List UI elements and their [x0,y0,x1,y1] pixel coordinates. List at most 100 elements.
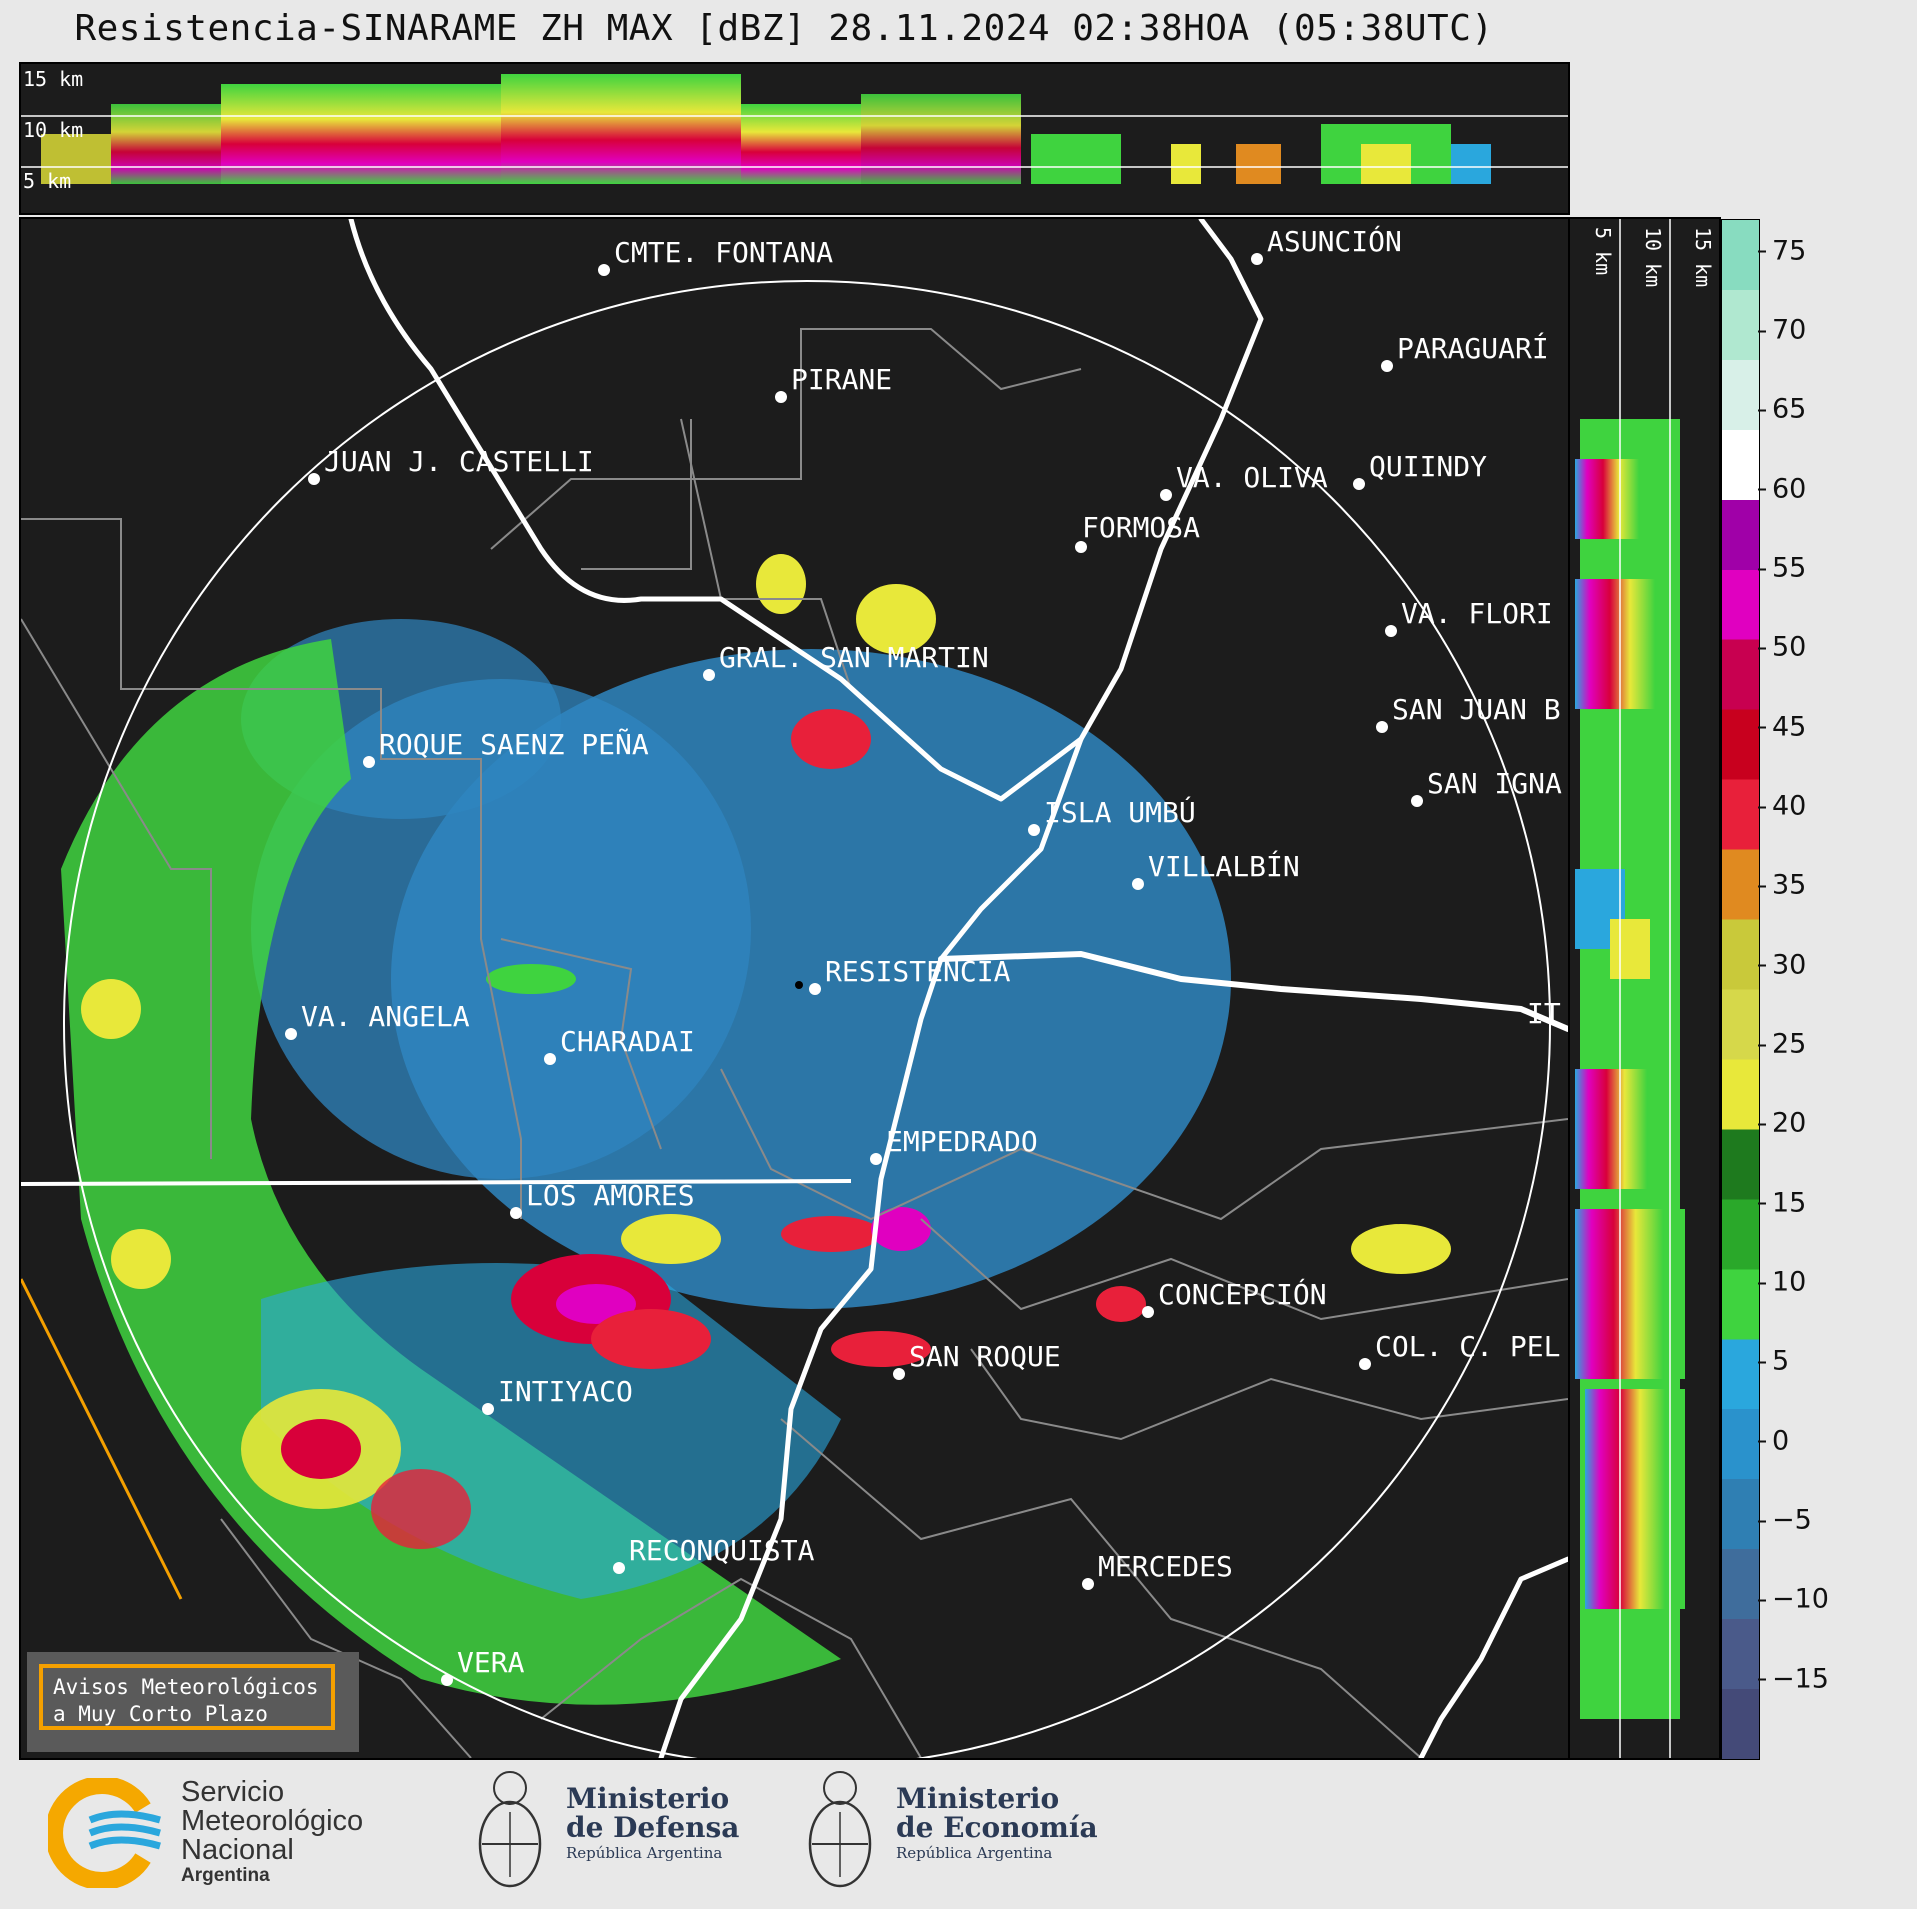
colorbar-tick-label: 45 [1758,711,1828,742]
side-height-label-5: 5 km [1591,227,1615,275]
colorbar-tick-label: 60 [1758,473,1828,504]
smn-line2: Meteorológico [181,1805,364,1837]
rivers [348,219,1568,1758]
svg-text:CHARADAI: CHARADAI [560,1025,695,1058]
colorbar-tick-label: 35 [1758,870,1828,901]
radar-map-panel[interactable]: CMTE. FONTANA ASUNCIÓN PARAGUARÍ PIRANE … [19,217,1570,1760]
city-san-roque[interactable]: SAN ROQUE [893,1340,1061,1380]
city-resistencia[interactable]: RESISTENCIA [809,955,1011,995]
warning-sector-line [21,1278,183,1600]
radar-range-ring [63,280,1551,1758]
smn-logo: Servicio Meteorológico Nacional Argentin… [45,1776,428,1890]
city-juan-j-castelli[interactable]: JUAN J. CASTELLI [308,445,594,485]
city-va-flori[interactable]: VA. FLORI [1385,597,1553,637]
top-cross-section-echoes: 15 km 10 km 5 km [21,67,1568,193]
city-paraguari[interactable]: PARAGUARÍ [1381,331,1549,372]
svg-text:RESISTENCIA: RESISTENCIA [825,955,1011,988]
top-cross-section-panel: 15 km 10 km 5 km [19,62,1570,215]
colorbar-tick-label: 25 [1758,1029,1828,1060]
city-concepcion[interactable]: CONCEPCIÓN [1142,1277,1327,1318]
city-san-juan-b[interactable]: SAN JUAN B [1376,693,1561,733]
svg-text:PIRANE: PIRANE [791,363,892,396]
city-quiindy[interactable]: QUIINDY [1353,450,1487,490]
svg-text:SAN IGNA: SAN IGNA [1427,767,1562,800]
colorbar-tick-label: 0 [1758,1425,1828,1456]
svg-text:QUIINDY: QUIINDY [1369,450,1487,483]
city-gral-san-martin[interactable]: GRAL. SAN MARTIN [703,641,989,681]
defensa-line1: Ministerio [566,1782,730,1815]
smn-line1: Servicio [181,1776,285,1808]
svg-text:EMPEDRADO: EMPEDRADO [886,1125,1038,1158]
economia-line3: República Argentina [896,1844,1053,1862]
city-empedrado[interactable]: EMPEDRADO [870,1125,1038,1165]
colorbar-tick-label: 75 [1758,235,1828,266]
svg-text:COL. C. PEL: COL. C. PEL [1375,1330,1560,1363]
city-mercedes[interactable]: MERCEDES [1082,1550,1233,1590]
city-labels: CMTE. FONTANA ASUNCIÓN PARAGUARÍ PIRANE … [285,224,1562,1686]
city-va-oliva[interactable]: VA. OLIVA [1160,461,1328,501]
svg-text:VA. FLORI: VA. FLORI [1401,597,1553,630]
city-va-angela[interactable]: VA. ANGELA [285,1000,470,1040]
warning-line1: Avisos Meteorológicos [53,1675,319,1699]
colorbar-tick-label: 40 [1758,791,1828,822]
defensa-line3: República Argentina [566,1844,723,1862]
province-borders [21,328,1568,1758]
svg-text:VILLALBÍN: VILLALBÍN [1148,849,1300,883]
side-height-label-15: 15 km [1691,227,1715,287]
svg-text:JUAN J. CASTELLI: JUAN J. CASTELLI [324,445,594,478]
svg-text:SAN ROQUE: SAN ROQUE [909,1340,1061,1373]
colorbar-tick-label: −15 [1758,1663,1829,1694]
side-cross-section-panel: 5 km 10 km 15 km [1570,217,1721,1760]
svg-text:CMTE. FONTANA: CMTE. FONTANA [614,236,833,269]
city-intiyaco[interactable]: INTIYACO [482,1375,633,1415]
city-col-c-pel[interactable]: COL. C. PEL [1359,1330,1560,1370]
warning-box[interactable]: Avisos Meteorológicos a Muy Corto Plazo [27,1652,359,1752]
city-roque-saenz-pena[interactable]: ROQUE SAENZ PEÑA [363,727,649,768]
city-charadai[interactable]: CHARADAI [544,1025,695,1065]
svg-text:VA. ANGELA: VA. ANGELA [301,1000,470,1033]
colorbar-tick-label: 50 [1758,632,1828,663]
svg-text:SAN JUAN B: SAN JUAN B [1392,693,1561,726]
colorbar-tick-label: 5 [1758,1346,1828,1377]
smn-line3: Nacional [181,1834,294,1866]
city-isla-umbu[interactable]: ISLA UMBÚ [1028,795,1196,836]
svg-text:INTIYACO: INTIYACO [498,1375,633,1408]
national-seal-icon [478,1771,542,1888]
svg-text:VA. OLIVA: VA. OLIVA [1176,461,1328,494]
radar-site-marker [795,981,803,989]
colorbar-tick-label: 65 [1758,394,1828,425]
province-boundary-line [21,1179,852,1186]
smn-line4: Argentina [181,1865,270,1886]
city-reconquista[interactable]: RECONQUISTA [613,1534,815,1574]
colorbar-tick-label: −5 [1758,1505,1828,1536]
svg-text:FORMOSA: FORMOSA [1082,511,1200,544]
colorbar-tick-label: 20 [1758,1108,1828,1139]
economia-line1: Ministerio [896,1782,1060,1815]
city-vera[interactable]: VERA [441,1646,525,1686]
colorbar-tick-label: 70 [1758,315,1828,346]
svg-text:ISLA UMBÚ: ISLA UMBÚ [1044,795,1196,829]
colorbar-tick-label: −10 [1758,1584,1829,1615]
city-los-amores[interactable]: LOS AMORES [510,1179,695,1219]
city-asuncion[interactable]: ASUNCIÓN [1251,224,1402,265]
svg-text:LOS AMORES: LOS AMORES [526,1179,695,1212]
city-san-igna[interactable]: SAN IGNA [1411,767,1562,807]
warning-box-frame[interactable]: Avisos Meteorológicos a Muy Corto Plazo [39,1664,335,1730]
defensa-line2: de Defensa [566,1811,740,1844]
top-height-label-10: 10 km [23,118,83,142]
svg-text:CONCEPCIÓN: CONCEPCIÓN [1158,1277,1327,1311]
economia-line2: de Economía [896,1811,1098,1844]
svg-text:ROQUE SAENZ PEÑA: ROQUE SAENZ PEÑA [379,727,649,761]
city-villalbin[interactable]: VILLALBÍN [1132,849,1300,890]
top-height-label-15: 15 km [23,67,83,91]
city-cmte-fontana[interactable]: CMTE. FONTANA [598,236,833,276]
side-cross-section-echoes: 5 km 10 km 15 km [1575,219,1715,1758]
colorbar-tick-label: 30 [1758,949,1828,980]
city-it[interactable]: IT [1527,997,1561,1030]
city-formosa[interactable]: FORMOSA [1075,511,1200,553]
dbz-colorbar [1721,219,1760,1760]
city-pirane[interactable]: PIRANE [775,363,892,403]
svg-text:GRAL. SAN MARTIN: GRAL. SAN MARTIN [719,641,989,674]
side-height-label-10: 10 km [1641,227,1665,287]
colorbar-tick-label: 15 [1758,1187,1828,1218]
